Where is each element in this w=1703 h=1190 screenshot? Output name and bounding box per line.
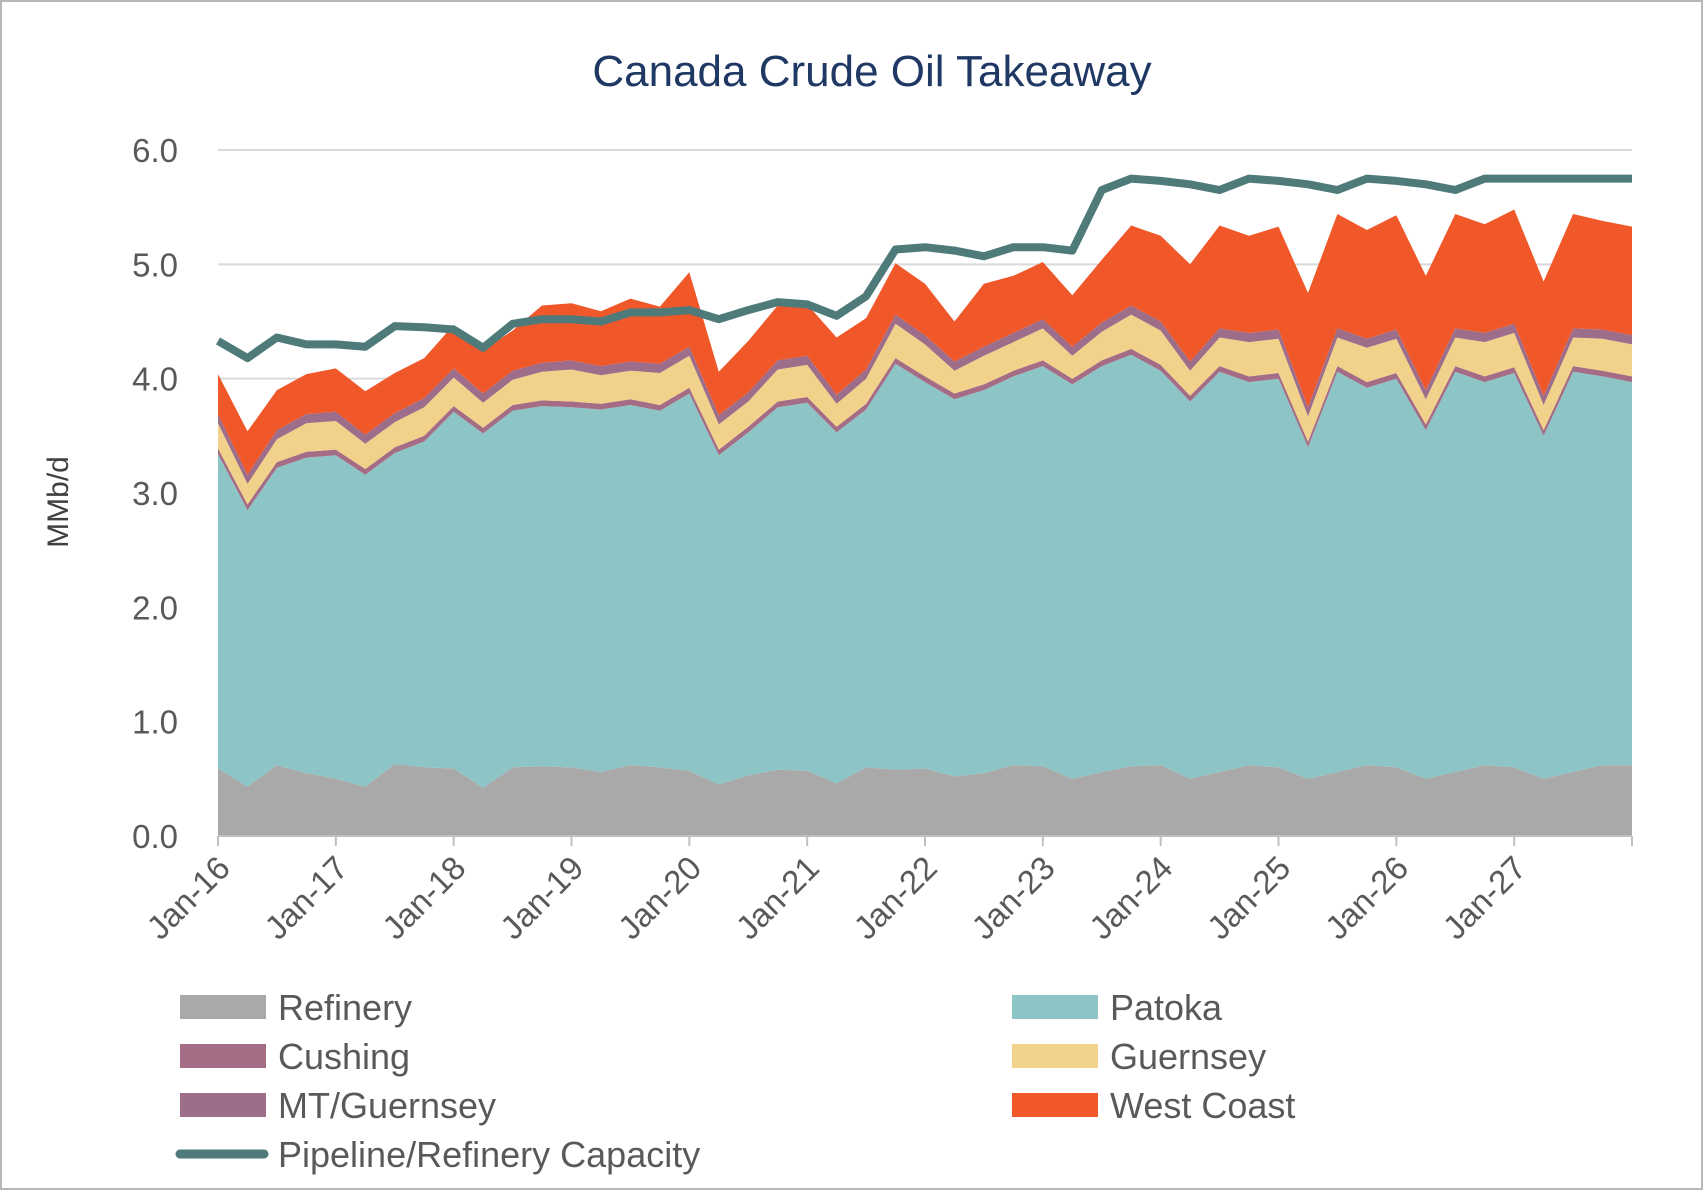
area-patoka xyxy=(218,354,1632,788)
area-cushing xyxy=(218,348,1632,511)
legend-label-cushing: Cushing xyxy=(278,1036,410,1077)
y-tick-label: 6.0 xyxy=(132,132,178,169)
legend-swatch-mt-guernsey xyxy=(180,1093,266,1117)
y-tick-label: 4.0 xyxy=(132,361,178,398)
legend: Refinery Patoka Cushing Guernsey MT/Guernsey… xyxy=(175,987,1295,1175)
legend-swatch-refinery xyxy=(180,995,266,1019)
legend-swatch-west-coast xyxy=(1012,1093,1098,1117)
y-tick-label: 1.0 xyxy=(132,704,178,741)
area-guernsey xyxy=(218,314,1632,505)
y-axis-label: MMb/d xyxy=(42,456,75,548)
legend-swatch-patoka xyxy=(1012,995,1098,1019)
legend-swatch-guernsey xyxy=(1012,1044,1098,1068)
x-tick-label: Jan-26 xyxy=(1318,849,1416,947)
chart-title: Canada Crude Oil Takeaway xyxy=(592,47,1151,96)
legend-label-refinery: Refinery xyxy=(278,987,412,1028)
x-tick-label: Jan-17 xyxy=(257,849,355,947)
legend-swatch-cushing xyxy=(180,1044,266,1068)
capacity-line-group xyxy=(215,174,1632,363)
legend-label-patoka: Patoka xyxy=(1110,987,1223,1028)
legend-label-guernsey: Guernsey xyxy=(1110,1036,1266,1077)
x-tick-label: Jan-22 xyxy=(846,849,944,947)
area-west-coast xyxy=(218,209,1632,475)
area-refinery xyxy=(218,764,1632,836)
x-tick-label: Jan-27 xyxy=(1436,849,1534,947)
y-tick-label: 2.0 xyxy=(132,589,178,626)
x-tick-label: Jan-18 xyxy=(375,849,473,947)
x-tick-label: Jan-21 xyxy=(729,849,827,947)
x-tick-label: Jan-24 xyxy=(1082,849,1180,947)
legend-label-mt-guernsey: MT/Guernsey xyxy=(278,1085,496,1126)
x-tick-label: Jan-25 xyxy=(1200,849,1298,947)
y-tick-label: 3.0 xyxy=(132,475,178,512)
capacity-line xyxy=(215,174,1632,363)
legend-label-pipeline-refinery-capacity: Pipeline/Refinery Capacity xyxy=(278,1134,700,1175)
x-tick-label: Jan-23 xyxy=(964,849,1062,947)
x-tick-label: Jan-20 xyxy=(611,849,709,947)
area-mt-guernsey xyxy=(218,305,1632,484)
legend-label-west-coast: West Coast xyxy=(1110,1085,1295,1126)
y-tick-label: 5.0 xyxy=(132,246,178,283)
stacked-areas xyxy=(218,209,1632,836)
y-tick-label: 0.0 xyxy=(132,818,178,855)
x-tick-label: Jan-16 xyxy=(139,849,237,947)
x-tick-label: Jan-19 xyxy=(493,849,591,947)
